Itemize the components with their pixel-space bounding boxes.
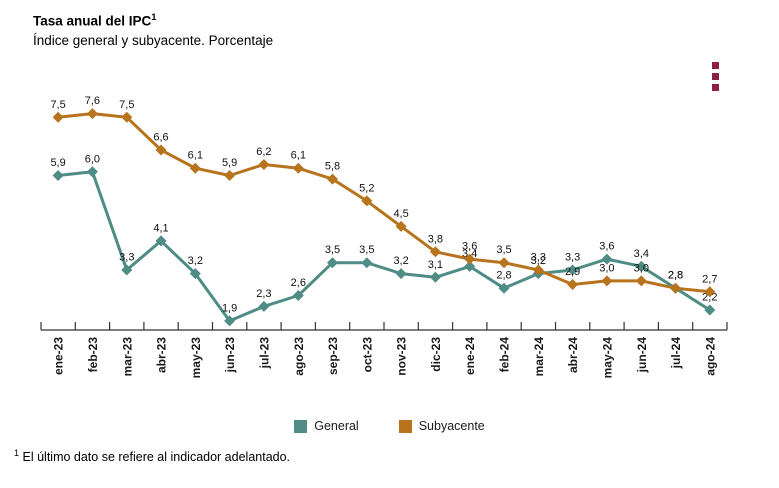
svg-text:dic-23: dic-23 bbox=[429, 337, 443, 372]
svg-text:ago-23: ago-23 bbox=[292, 337, 306, 376]
legend-item-subyacente[interactable]: Subyacente bbox=[398, 419, 485, 433]
svg-text:6,6: 6,6 bbox=[153, 132, 168, 144]
svg-text:5,8: 5,8 bbox=[325, 161, 340, 173]
svg-text:6,1: 6,1 bbox=[291, 150, 306, 162]
svg-text:3,4: 3,4 bbox=[634, 248, 649, 260]
svg-text:abr-23: abr-23 bbox=[155, 337, 169, 373]
svg-text:2,3: 2,3 bbox=[256, 288, 271, 300]
legend: General Subyacente bbox=[0, 419, 779, 433]
chart-header: Tasa anual del IPC1 Índice general y sub… bbox=[33, 8, 273, 50]
svg-text:5,9: 5,9 bbox=[222, 157, 237, 169]
svg-text:2,8: 2,8 bbox=[668, 270, 683, 282]
svg-text:3,2: 3,2 bbox=[393, 255, 408, 267]
page-title: Tasa anual del IPC1 bbox=[33, 8, 273, 31]
footnote: 1 El último dato se refiere al indicador… bbox=[14, 448, 290, 464]
svg-text:7,5: 7,5 bbox=[119, 99, 134, 111]
svg-text:3,3: 3,3 bbox=[119, 252, 134, 264]
svg-text:5,9: 5,9 bbox=[50, 157, 65, 169]
svg-text:2,6: 2,6 bbox=[291, 277, 306, 289]
svg-text:3,5: 3,5 bbox=[496, 244, 511, 256]
svg-text:oct-23: oct-23 bbox=[360, 337, 374, 373]
svg-text:2,7: 2,7 bbox=[702, 273, 717, 285]
chart-subtitle: Índice general y subyacente. Porcentaje bbox=[33, 32, 274, 48]
svg-text:ago-24: ago-24 bbox=[703, 337, 717, 376]
legend-item-general[interactable]: General bbox=[294, 419, 359, 433]
svg-text:nov-23: nov-23 bbox=[395, 337, 409, 376]
svg-text:3,5: 3,5 bbox=[359, 244, 374, 256]
kebab-dot bbox=[712, 62, 719, 69]
svg-text:feb-24: feb-24 bbox=[498, 337, 512, 373]
svg-text:abr-24: abr-24 bbox=[566, 337, 580, 373]
svg-text:7,5: 7,5 bbox=[50, 99, 65, 111]
svg-text:3,3: 3,3 bbox=[565, 252, 580, 264]
svg-text:jul-23: jul-23 bbox=[257, 337, 271, 370]
svg-text:3,3: 3,3 bbox=[531, 252, 546, 264]
svg-text:3,5: 3,5 bbox=[325, 244, 340, 256]
svg-text:2,2: 2,2 bbox=[702, 292, 717, 304]
svg-text:5,2: 5,2 bbox=[359, 182, 374, 194]
svg-text:may-24: may-24 bbox=[600, 337, 614, 379]
svg-text:3,0: 3,0 bbox=[599, 262, 614, 274]
svg-text:ene-24: ene-24 bbox=[463, 337, 477, 375]
legend-label-subyacente: Subyacente bbox=[418, 419, 485, 433]
svg-text:mar-24: mar-24 bbox=[532, 337, 546, 377]
svg-text:6,2: 6,2 bbox=[256, 146, 271, 158]
svg-text:2,8: 2,8 bbox=[668, 270, 683, 282]
footnote-marker: 1 bbox=[14, 448, 20, 458]
svg-text:6,1: 6,1 bbox=[188, 150, 203, 162]
legend-swatch-general bbox=[294, 419, 308, 433]
line-chart: ene-23 feb-23 mar-23 abr-23 may-23 jun-23 jul-… bbox=[0, 85, 779, 397]
svg-text:1,9: 1,9 bbox=[222, 302, 237, 314]
svg-text:mar-23: mar-23 bbox=[120, 337, 134, 377]
svg-text:jul-24: jul-24 bbox=[669, 337, 683, 370]
svg-text:3,2: 3,2 bbox=[531, 255, 546, 267]
svg-text:3,2: 3,2 bbox=[188, 255, 203, 267]
svg-text:feb-23: feb-23 bbox=[86, 337, 100, 373]
title-footnote-marker: 1 bbox=[151, 12, 157, 23]
svg-text:2,8: 2,8 bbox=[496, 270, 511, 282]
svg-text:3,6: 3,6 bbox=[462, 241, 477, 253]
legend-swatch-subyacente bbox=[398, 419, 412, 433]
svg-text:sep-23: sep-23 bbox=[326, 337, 340, 375]
kebab-dot bbox=[712, 84, 719, 91]
legend-label-general: General bbox=[314, 419, 359, 433]
svg-text:3,6: 3,6 bbox=[599, 241, 614, 253]
svg-text:ene-23: ene-23 bbox=[52, 337, 66, 375]
svg-text:2,9: 2,9 bbox=[565, 266, 580, 278]
footnote-text: El último dato se refiere al indicador a… bbox=[22, 450, 291, 465]
title-text: Tasa anual del IPC bbox=[33, 13, 152, 29]
svg-text:7,6: 7,6 bbox=[85, 95, 100, 107]
kebab-dot bbox=[712, 73, 719, 80]
svg-text:jun-24: jun-24 bbox=[635, 337, 649, 374]
svg-text:3,0: 3,0 bbox=[634, 262, 649, 274]
svg-text:may-23: may-23 bbox=[189, 337, 203, 379]
kebab-menu-icon[interactable] bbox=[712, 62, 724, 94]
svg-text:4,5: 4,5 bbox=[393, 208, 408, 220]
svg-text:6,0: 6,0 bbox=[85, 153, 100, 165]
svg-text:4,1: 4,1 bbox=[153, 222, 168, 234]
svg-text:jun-23: jun-23 bbox=[223, 337, 237, 374]
svg-text:3,1: 3,1 bbox=[428, 259, 443, 271]
svg-text:3,8: 3,8 bbox=[428, 233, 443, 245]
